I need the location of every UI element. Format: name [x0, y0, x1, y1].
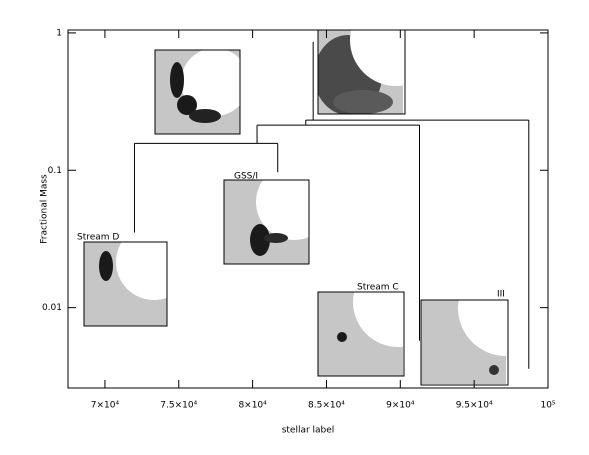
x-tick-label: 7×10⁴ — [91, 401, 120, 411]
x-tick-label: 9×10⁴ — [386, 401, 415, 411]
inset-image — [317, 291, 405, 377]
y-tick-label: 0.01 — [42, 303, 62, 313]
x-tick-label: 7.5×10⁴ — [160, 401, 197, 411]
x-axis-label: stellar label — [282, 426, 335, 436]
x-tick-label: 8×10⁴ — [238, 401, 267, 411]
x-tick-label: 8.5×10⁴ — [308, 401, 345, 411]
inset-image — [83, 241, 169, 327]
inset-image — [223, 179, 310, 265]
dendrogram — [133, 41, 530, 369]
x-tick-label: 10⁵ — [540, 401, 555, 411]
y-tick-label: 0.1 — [48, 166, 62, 176]
inset-image — [420, 299, 509, 386]
x-tick-label: 9.5×10⁴ — [456, 401, 493, 411]
inset-image — [317, 29, 406, 115]
plot-frame — [67, 29, 549, 389]
y-tick-label: 1 — [56, 28, 62, 38]
annotation: Stream D — [77, 233, 119, 243]
annotation: Stream C — [357, 283, 399, 293]
annotation: III — [497, 290, 505, 300]
inset-image — [154, 49, 241, 135]
annotation: GSS/I — [234, 172, 258, 182]
y-axis-label: Fractional Mass — [40, 174, 50, 244]
